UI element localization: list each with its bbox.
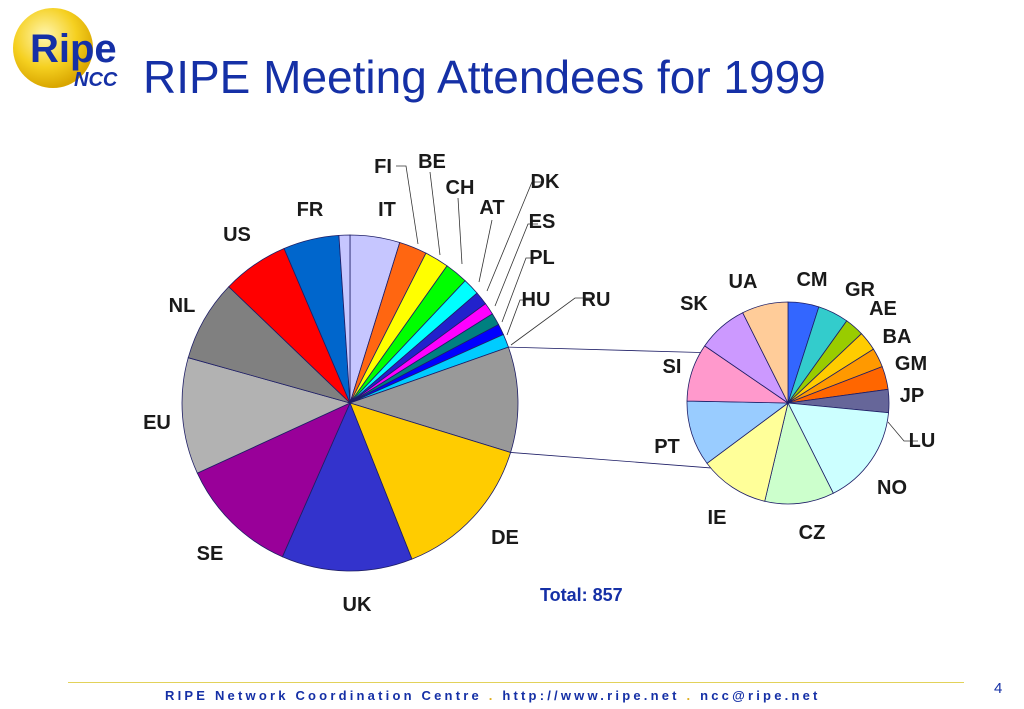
label-us: US [223, 224, 251, 246]
label-cm: CM [796, 269, 827, 291]
leader-at [478, 219, 493, 283]
slice-de [349, 402, 512, 560]
label-ba: BA [883, 326, 912, 348]
footer-divider [68, 682, 964, 683]
breakout-pie [686, 301, 890, 505]
label-ua: UA [729, 271, 758, 293]
leader-es [494, 223, 538, 307]
total-label: Total: 857 [540, 585, 623, 605]
leader-be [429, 171, 441, 256]
logo-globe [13, 8, 93, 88]
ripe-ncc-logo: Ripe NCC [13, 8, 118, 91]
slice-it [338, 234, 351, 404]
slice-eu [181, 357, 352, 474]
label-ch: CH [446, 177, 475, 199]
label-it: IT [378, 199, 396, 221]
leader-dk [486, 181, 542, 292]
label-cz: CZ [799, 522, 826, 544]
label-gm: GM [895, 353, 927, 375]
footer-separator: . [686, 688, 694, 703]
footer-text: RIPE Network Coordination Centre . http:… [165, 688, 821, 703]
logo-sub: NCC [74, 69, 118, 91]
connector-bottom [510, 452, 711, 469]
page-number: 4 [994, 680, 1003, 697]
label-gr: GR [845, 279, 876, 301]
main-pie [181, 234, 519, 572]
footer-separator: . [488, 688, 496, 703]
leader-fi [396, 165, 419, 245]
slice-uk [281, 401, 413, 572]
label-hu: HU [522, 289, 551, 311]
slice-ie [706, 402, 789, 502]
label-uk: UK [343, 594, 372, 616]
label-ie: IE [708, 507, 727, 529]
breakout-connectors [508, 346, 711, 469]
leader-lu [887, 421, 918, 442]
label-fi: FI [374, 156, 392, 178]
footer-email[interactable]: ncc@ripe.net [700, 688, 821, 703]
label-be: BE [418, 151, 446, 173]
footer-url[interactable]: http://www.ripe.net [502, 688, 680, 703]
label-pl: PL [529, 247, 555, 269]
label-no: NO [877, 477, 907, 499]
label-sk: SK [680, 293, 708, 315]
label-jp: JP [900, 385, 924, 407]
leader-ch [457, 197, 463, 265]
slice-no [787, 402, 889, 494]
footer-org: RIPE Network Coordination Centre [165, 688, 482, 703]
page-title: RIPE Meeting Attendees for 1999 [143, 51, 826, 103]
label-fr: FR [297, 199, 324, 221]
label-de: DE [491, 527, 519, 549]
label-ae: AE [869, 298, 897, 320]
leader-hu [506, 299, 532, 336]
label-ru: RU [582, 289, 611, 311]
label-pt: PT [654, 436, 680, 458]
label-es: ES [529, 211, 556, 233]
leader-pl [501, 257, 538, 323]
label-eu: EU [143, 412, 171, 434]
connector-top [508, 346, 701, 353]
label-lu: LU [909, 430, 936, 452]
logo-word: Ripe [30, 27, 117, 71]
label-at: AT [479, 197, 504, 219]
slice-cz [764, 401, 834, 505]
label-se: SE [197, 543, 224, 565]
slice-other-10 [348, 346, 519, 453]
slice-ua [742, 301, 789, 404]
label-nl: NL [169, 295, 196, 317]
slice-se [196, 402, 351, 558]
leader-ru [510, 297, 593, 346]
label-leader-lines [396, 165, 918, 442]
label-dk: DK [531, 171, 560, 193]
label-si: SI [663, 356, 682, 378]
